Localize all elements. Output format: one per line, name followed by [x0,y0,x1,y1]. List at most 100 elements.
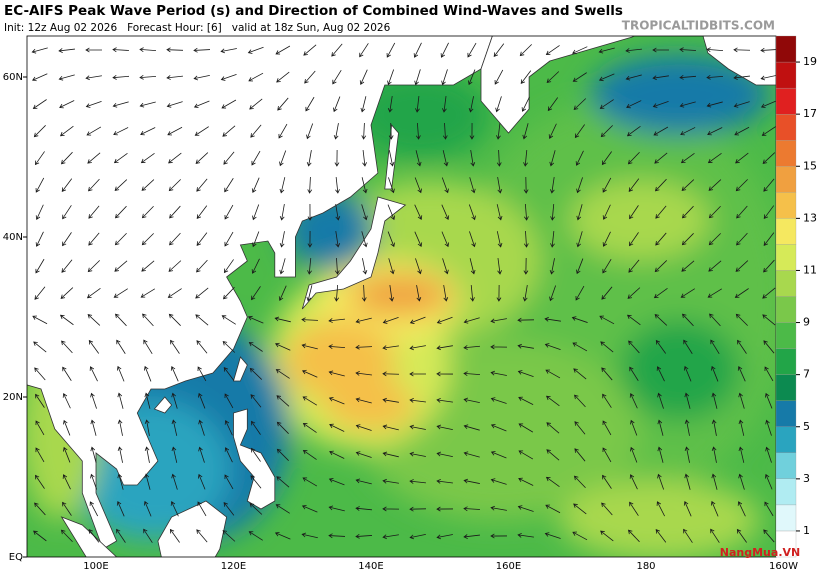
arrow [441,69,448,86]
arrow [517,532,534,538]
arrow [195,314,209,326]
arrow [333,96,341,113]
arrow [576,177,583,194]
arrow [736,528,747,543]
arrow [114,313,127,327]
arrow [572,72,587,82]
arrow [198,419,205,436]
arrow [301,504,318,513]
arrow [193,74,210,81]
arrow [279,258,286,275]
arrow [733,47,751,53]
arrow [463,397,480,404]
arrow [760,47,776,53]
arrow [196,205,208,220]
arrow [62,366,72,381]
arrow [601,286,613,300]
arrow [600,530,614,542]
colorbar-bin [775,35,797,63]
arrow [544,343,561,351]
arrow [33,341,47,353]
arrow [468,204,476,221]
arrow [382,424,399,431]
arrow [545,504,561,514]
arrow [31,73,48,82]
arrow [328,370,345,377]
arrow [276,448,289,461]
arrow [602,447,612,463]
arrow [655,232,667,246]
arrow [224,447,233,463]
arrow [362,258,368,275]
arrow [627,287,641,299]
arrow [706,101,723,108]
arrow [144,365,152,382]
arrow [89,366,98,382]
arrow [625,48,642,53]
arrow [166,75,183,80]
arrow [194,126,209,136]
arrow [382,317,399,324]
arrow [574,448,586,462]
arrow [468,96,474,113]
arrow [116,500,125,517]
arrow [415,96,420,113]
arrow [333,123,339,140]
arrow [710,500,719,517]
arrow [522,123,529,140]
arrow [116,528,126,543]
arrow [761,126,776,136]
arrow [442,258,449,275]
arrow [386,42,396,58]
arrow [736,232,748,246]
arrow [388,122,394,140]
arrow [59,125,74,137]
arrow [549,177,555,194]
colorbar-bin [775,61,797,89]
arrow [276,476,290,488]
arrow [738,473,745,490]
arrow [87,260,100,273]
arrow [706,74,724,80]
arrow [329,423,345,432]
arrow [733,101,750,108]
colorbar-label: 19 [803,55,817,68]
arrow [355,424,372,431]
arrow [34,502,46,516]
arrow [113,152,128,164]
arrow [197,473,206,490]
arrow [735,179,748,192]
arrow [249,367,263,380]
arrow [763,259,775,273]
arrow [301,343,318,350]
arrow [335,231,341,248]
arrow [679,47,697,53]
arrow [88,339,100,354]
arrow [328,344,346,350]
arrow [490,397,507,404]
arrow [409,398,426,403]
arrow [736,205,748,219]
arrow [550,231,555,248]
arrow [683,365,692,382]
arrow [196,178,208,192]
arrow [195,152,209,164]
arrow [599,99,614,109]
arrow [708,233,721,246]
colorbar-label: 9 [803,316,810,329]
arrow [382,345,399,351]
arrow [734,126,750,136]
colorbar-bin [775,244,797,271]
arrow [224,204,234,220]
colorbar-bin [775,400,797,427]
arrow [220,48,237,54]
arrow [571,316,588,323]
arrow [307,257,312,275]
arrow [628,340,640,354]
arrow [63,446,71,463]
arrow [87,314,101,326]
arrow [680,152,695,164]
arrow [463,478,480,484]
arrow [224,474,234,490]
arrow [116,365,125,382]
